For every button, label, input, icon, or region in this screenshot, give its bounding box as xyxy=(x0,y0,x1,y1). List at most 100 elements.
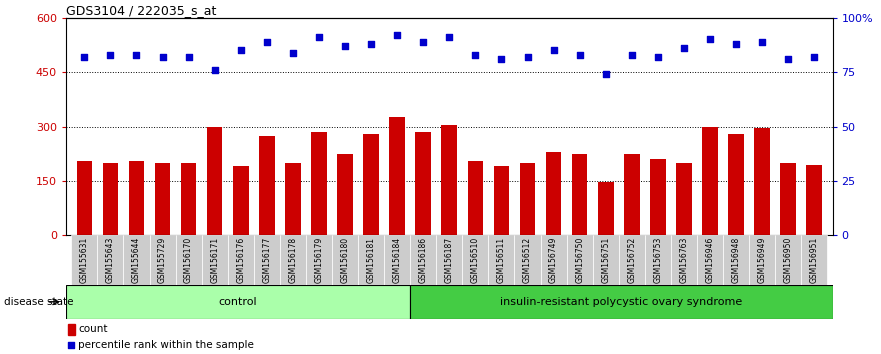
Bar xyxy=(566,235,593,285)
Text: GSM155643: GSM155643 xyxy=(106,237,115,283)
Text: GSM156180: GSM156180 xyxy=(341,237,350,283)
Bar xyxy=(436,235,463,285)
Bar xyxy=(515,235,541,285)
Bar xyxy=(202,235,227,285)
Text: GSM156951: GSM156951 xyxy=(810,237,818,283)
Point xyxy=(103,52,117,58)
Bar xyxy=(102,163,118,235)
Point xyxy=(469,52,483,58)
Text: percentile rank within the sample: percentile rank within the sample xyxy=(78,340,255,350)
Text: GSM156510: GSM156510 xyxy=(470,237,480,283)
Text: GSM156177: GSM156177 xyxy=(263,237,271,283)
Bar xyxy=(280,235,306,285)
Point xyxy=(208,67,222,73)
Bar xyxy=(775,235,801,285)
Bar xyxy=(650,159,666,235)
Point xyxy=(364,41,378,47)
Text: GSM156753: GSM156753 xyxy=(654,237,663,283)
Text: control: control xyxy=(218,297,257,307)
Bar xyxy=(227,235,254,285)
Bar xyxy=(259,136,275,235)
Bar xyxy=(155,163,170,235)
Bar xyxy=(441,125,457,235)
Bar xyxy=(618,235,645,285)
Bar xyxy=(723,235,749,285)
Bar xyxy=(358,235,384,285)
Text: GSM156763: GSM156763 xyxy=(679,237,688,283)
Text: GSM156171: GSM156171 xyxy=(211,237,219,283)
Text: GSM156170: GSM156170 xyxy=(184,237,193,283)
Bar xyxy=(416,132,431,235)
Bar xyxy=(389,118,405,235)
Bar xyxy=(729,134,744,235)
Point xyxy=(155,54,169,60)
Point xyxy=(181,54,196,60)
Text: GSM156179: GSM156179 xyxy=(315,237,323,283)
Bar xyxy=(123,235,150,285)
Point xyxy=(260,39,274,45)
Bar xyxy=(645,235,671,285)
Bar xyxy=(181,163,196,235)
Bar xyxy=(332,235,358,285)
Point xyxy=(755,39,769,45)
Text: GSM156511: GSM156511 xyxy=(497,237,506,283)
Point xyxy=(64,342,78,348)
Bar xyxy=(306,235,332,285)
Bar xyxy=(71,235,98,285)
Bar xyxy=(488,235,515,285)
Bar xyxy=(598,182,613,235)
Bar xyxy=(671,235,697,285)
Point xyxy=(494,56,508,62)
Point xyxy=(651,54,665,60)
Point xyxy=(781,56,796,62)
Text: GSM156949: GSM156949 xyxy=(758,237,766,283)
Bar xyxy=(697,235,723,285)
Text: GSM156750: GSM156750 xyxy=(575,237,584,283)
Bar xyxy=(150,235,175,285)
Bar xyxy=(801,235,827,285)
Text: count: count xyxy=(78,324,107,334)
Point xyxy=(312,34,326,40)
Text: GSM156184: GSM156184 xyxy=(393,237,402,283)
Bar xyxy=(129,161,144,235)
Point xyxy=(416,39,430,45)
Text: GSM156178: GSM156178 xyxy=(288,237,298,283)
Text: GSM155729: GSM155729 xyxy=(158,237,167,283)
Bar xyxy=(520,163,536,235)
Text: GDS3104 / 222035_s_at: GDS3104 / 222035_s_at xyxy=(66,4,217,17)
Bar xyxy=(175,235,202,285)
Bar xyxy=(493,166,509,235)
Bar xyxy=(66,285,410,319)
Bar xyxy=(572,154,588,235)
Text: GSM156946: GSM156946 xyxy=(706,237,714,283)
Text: GSM155631: GSM155631 xyxy=(80,237,89,283)
Bar xyxy=(676,163,692,235)
Text: GSM156749: GSM156749 xyxy=(549,237,558,283)
Text: GSM156752: GSM156752 xyxy=(627,237,636,283)
Text: GSM156751: GSM156751 xyxy=(601,237,611,283)
Bar xyxy=(593,235,618,285)
Point xyxy=(338,43,352,49)
Text: GSM156181: GSM156181 xyxy=(366,237,375,283)
Bar xyxy=(311,132,327,235)
Text: GSM156948: GSM156948 xyxy=(731,237,741,283)
Bar xyxy=(749,235,775,285)
Bar xyxy=(781,163,796,235)
Point xyxy=(78,54,92,60)
Bar xyxy=(410,285,833,319)
Bar xyxy=(411,235,436,285)
Bar xyxy=(98,235,123,285)
Point xyxy=(573,52,587,58)
Bar xyxy=(624,154,640,235)
Bar xyxy=(702,126,718,235)
Point xyxy=(807,54,821,60)
Text: GSM156512: GSM156512 xyxy=(523,237,532,283)
Point xyxy=(677,45,691,51)
Point xyxy=(599,72,613,77)
Bar xyxy=(363,134,379,235)
Bar xyxy=(285,163,300,235)
Text: GSM155644: GSM155644 xyxy=(132,237,141,283)
Point xyxy=(285,50,300,55)
Point xyxy=(729,41,744,47)
Bar xyxy=(77,161,93,235)
